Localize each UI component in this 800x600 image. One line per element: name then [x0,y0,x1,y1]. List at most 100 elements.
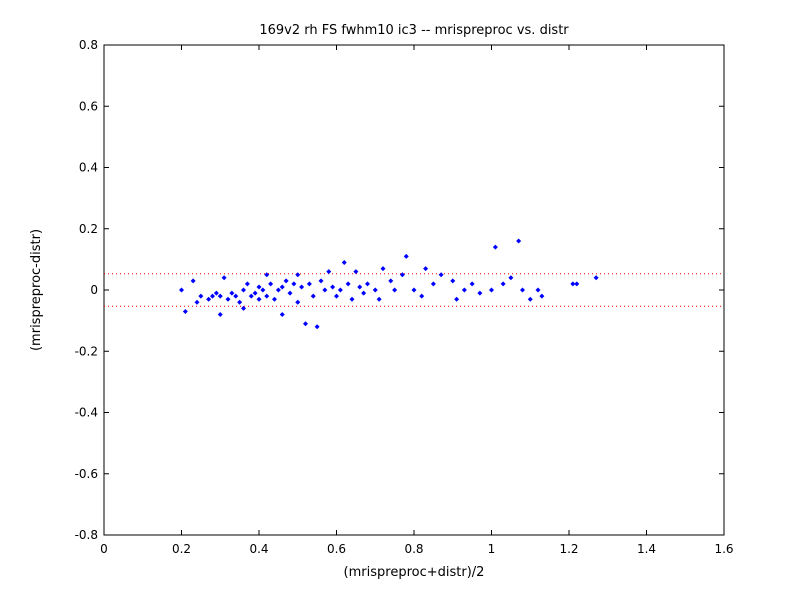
reference-lines [104,273,724,307]
data-point [221,275,227,281]
data-point [268,281,274,287]
y-axis-ticks: -0.8 -0.6 -0.4 -0.2 0 0.2 0.4 0.6 0.8 [75,38,724,542]
data-point [469,281,475,287]
data-point [256,284,262,290]
data-point [326,269,332,275]
data-point [264,272,270,278]
data-point [520,287,525,293]
y-tick-label: 0.4 [79,161,98,175]
data-point [190,278,196,284]
x-tick-label: 0 [100,542,108,556]
data-point [477,290,483,296]
data-point [275,287,281,293]
data-point [570,281,576,287]
data-point [365,281,370,287]
data-point [217,312,223,317]
y-tick-label: -0.4 [75,406,98,420]
data-point [244,281,250,287]
data-point [430,281,436,287]
data-point [213,290,219,296]
data-point [279,284,285,290]
data-point [337,287,343,293]
data-point [500,281,506,287]
data-point [260,287,266,293]
data-point [210,293,215,299]
data-point [372,287,378,293]
data-point [539,293,545,299]
data-point [376,296,382,302]
y-axis-label: (mrispreproc-distr) [29,229,44,351]
data-point [303,321,308,327]
chart-title: 169v2 rh FS fwhm10 ic3 -- mrispreproc vs… [259,23,569,38]
y-tick-label: 0.2 [79,222,98,236]
data-point [306,281,312,287]
y-tick-label: 0.8 [79,38,98,52]
x-tick-label: 0.4 [249,542,268,556]
data-point [264,293,270,299]
data-point [295,272,301,278]
data-point [334,293,339,299]
data-point [353,269,359,275]
x-axis-label: (mrispreproc+distr)/2 [344,565,485,580]
data-point [272,296,277,302]
data-point [349,296,355,302]
data-point [314,324,320,330]
data-point [241,287,246,293]
data-point [419,293,425,299]
data-point [392,287,398,293]
data-point [318,278,324,284]
x-axis-ticks: 0 0.2 0.4 0.6 0.8 1 1.2 1.4 1.6 [100,45,734,556]
data-point [279,312,285,317]
data-point [380,266,386,272]
data-point [233,293,239,299]
data-point [399,272,405,278]
data-point [492,244,498,250]
x-tick-label: 1.2 [559,542,578,556]
data-point [310,293,316,299]
data-point [388,278,394,284]
data-point [248,293,254,299]
y-tick-label: -0.2 [75,344,98,358]
data-point [225,296,231,302]
data-point [287,290,293,296]
data-point [283,278,289,284]
y-tick-label: -0.8 [75,528,98,542]
data-point [194,299,200,305]
y-tick-label: 0.6 [79,99,98,113]
data-point [461,287,467,293]
x-tick-label: 0.2 [172,542,191,556]
data-point [357,284,363,290]
x-tick-label: 1 [488,542,496,556]
data-point [295,299,301,305]
data-point [252,290,258,296]
data-point [508,275,514,281]
x-tick-label: 1.4 [637,542,656,556]
data-point [291,281,297,287]
data-point [179,287,184,293]
data-point [206,296,212,302]
data-point [330,284,336,290]
data-point [403,253,409,259]
x-tick-label: 1.6 [714,542,733,556]
data-point [241,305,246,311]
x-tick-label: 0.6 [327,542,346,556]
data-point [450,278,456,284]
data-point [489,287,494,293]
data-point [438,272,444,278]
data-point [217,293,223,299]
data-point [411,287,417,293]
data-point [361,290,367,296]
data-point [256,296,262,302]
data-points [179,238,599,330]
data-point [299,284,305,290]
data-point [182,308,188,314]
y-tick-label: -0.6 [75,467,98,481]
data-point [527,296,533,302]
data-point [593,275,599,281]
data-point [341,259,347,265]
data-point [535,287,541,293]
data-point [322,287,328,293]
data-point [237,299,243,305]
data-point [345,281,351,287]
